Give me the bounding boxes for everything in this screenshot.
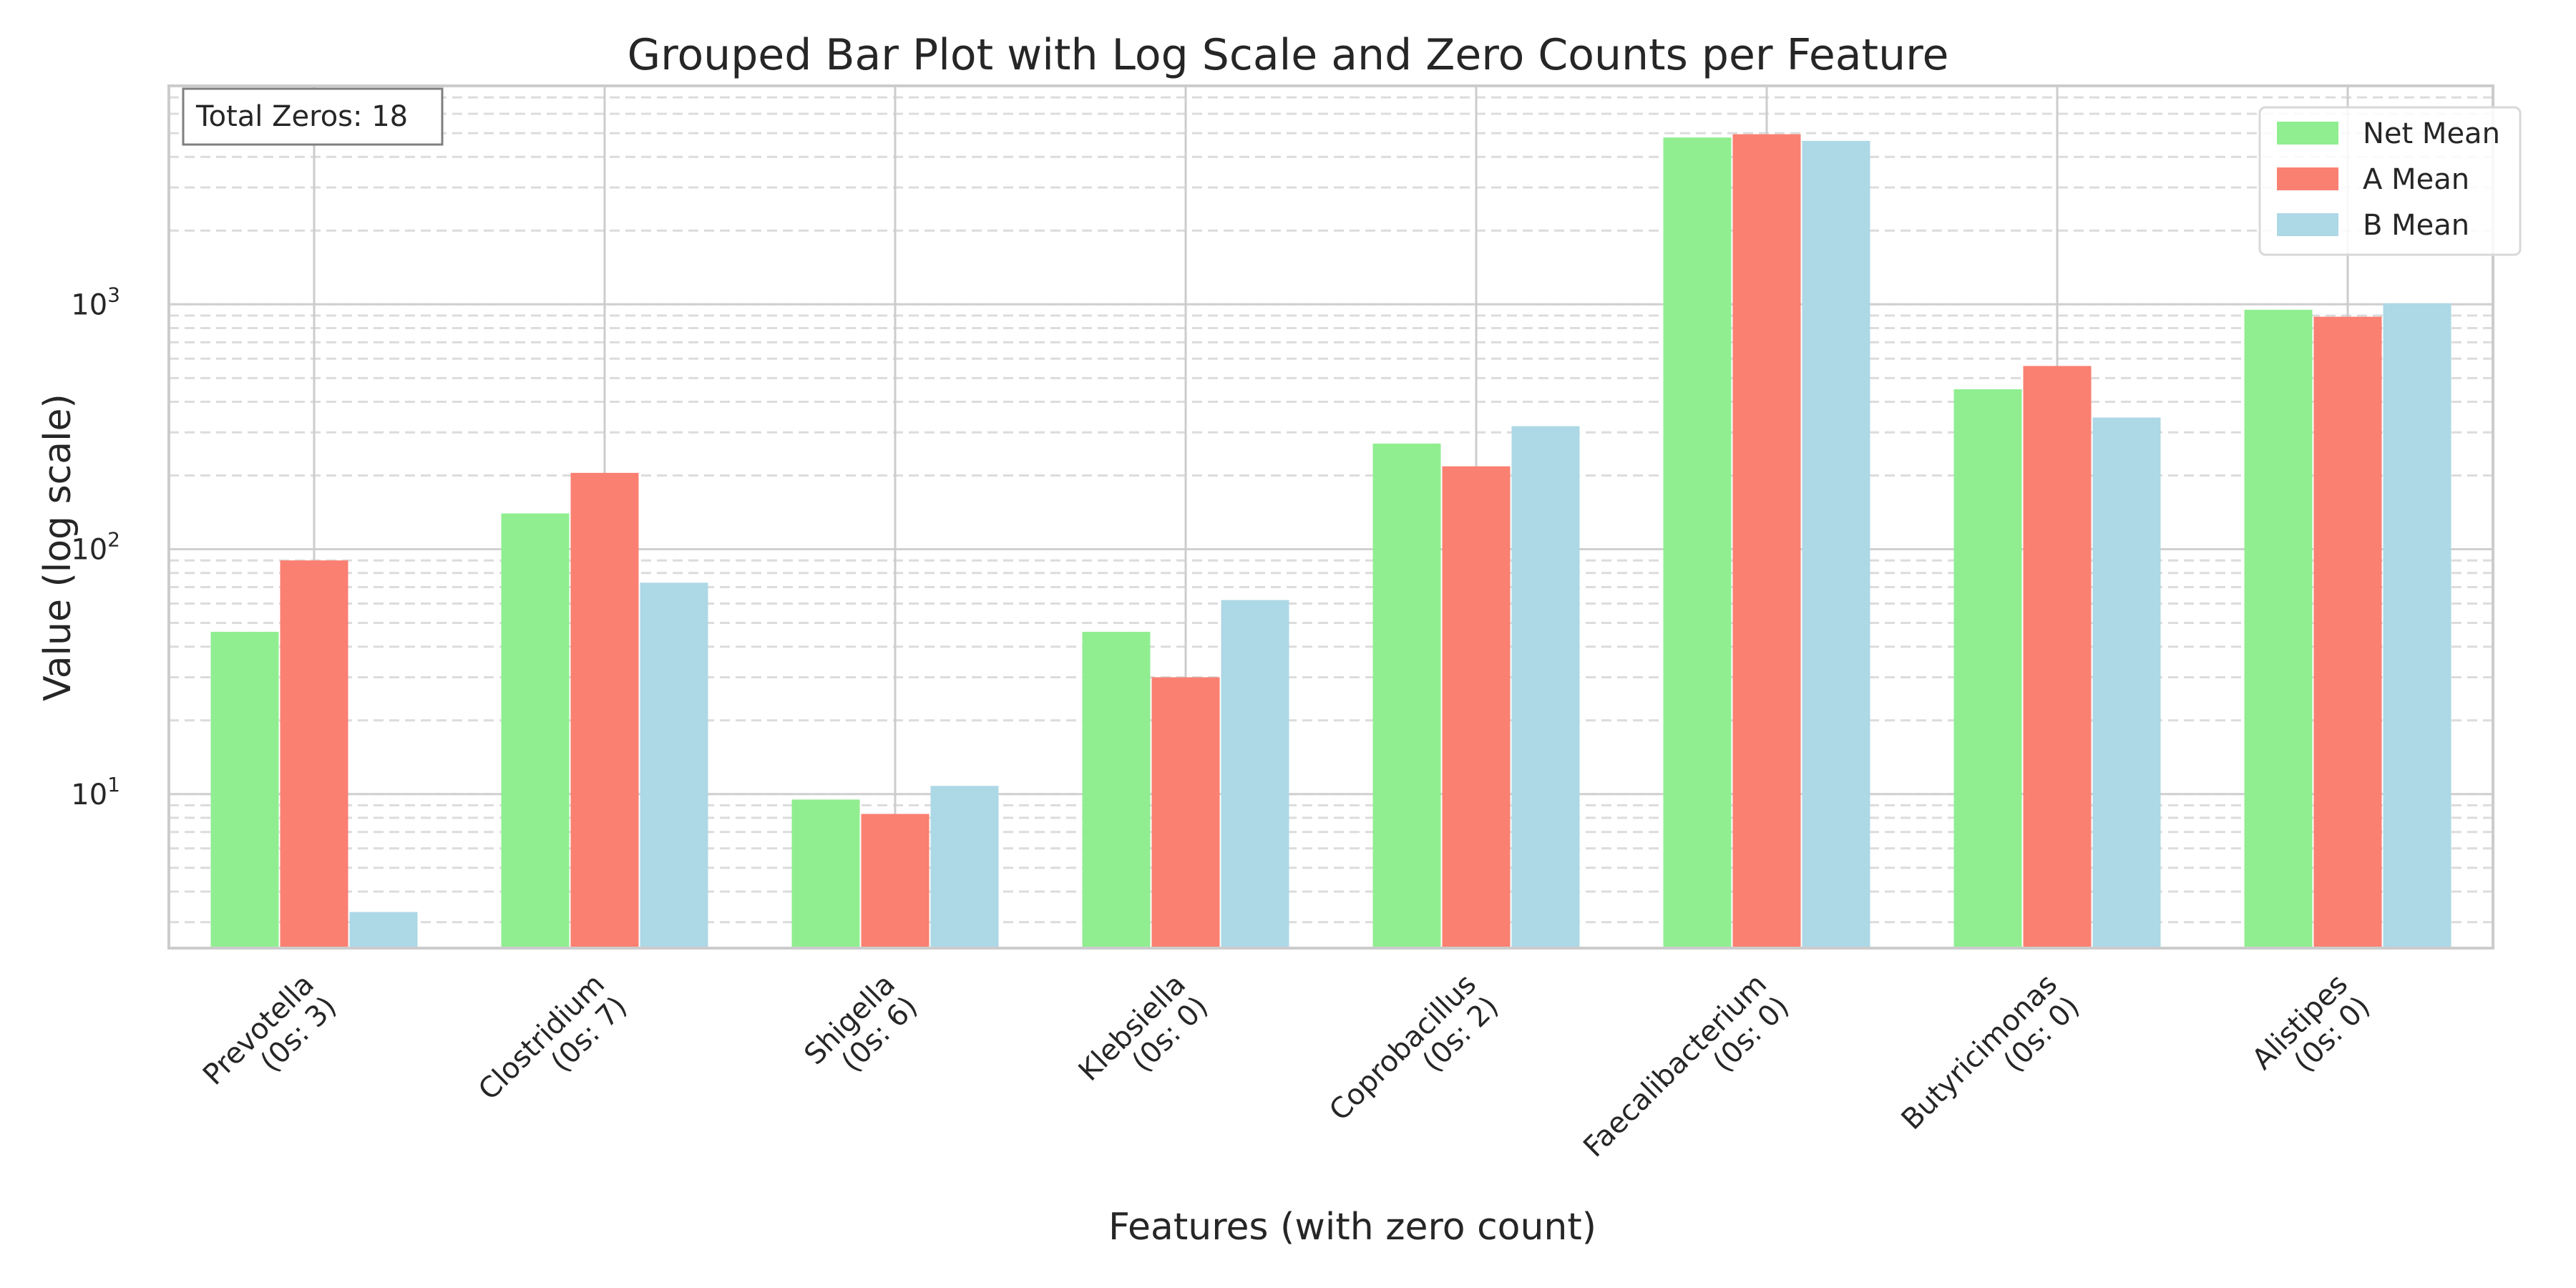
y-axis-label: Value (log scale) bbox=[36, 394, 79, 701]
plot-frame bbox=[167, 84, 2494, 950]
total-zeros-text: Total Zeros: 18 bbox=[195, 100, 408, 133]
y-tick-label: 102 bbox=[71, 528, 120, 567]
x-tick-label: Butyricimonas(0s: 0) bbox=[1896, 968, 2087, 1136]
x-tick-label: Faecalibacterium(0s: 0) bbox=[1577, 968, 1795, 1164]
bar-b-mean-alistipes bbox=[2383, 303, 2451, 948]
bar-net-mean-coprobacillus bbox=[1372, 443, 1441, 948]
x-axis-label: Features (with zero count) bbox=[1108, 1206, 1596, 1249]
bar-b-mean-klebsiella bbox=[1221, 600, 1289, 948]
legend-label: B Mean bbox=[2363, 209, 2469, 242]
bar-a-mean-clostridium bbox=[570, 472, 639, 948]
bar-net-mean-shigella bbox=[791, 799, 860, 948]
bar-a-mean-prevotella bbox=[280, 560, 348, 948]
y-tick-label: 101 bbox=[71, 773, 120, 811]
bar-a-mean-shigella bbox=[861, 814, 930, 948]
bar-b-mean-clostridium bbox=[640, 582, 708, 948]
plot-border bbox=[167, 84, 2494, 950]
total-zeros-annotation: Total Zeros: 18 bbox=[182, 87, 444, 146]
bar-net-mean-butyricimonas bbox=[1953, 389, 2022, 948]
x-tick-label: Alistipes(0s: 0) bbox=[2246, 968, 2376, 1079]
legend-label: Net Mean bbox=[2363, 117, 2500, 150]
bar-b-mean-faecalibacterium bbox=[1802, 140, 1870, 949]
bar-net-mean-klebsiella bbox=[1082, 631, 1151, 948]
legend-swatch bbox=[2277, 122, 2338, 145]
bar-net-mean-alistipes bbox=[2244, 309, 2313, 948]
x-tick-label: Prevotella(0s: 3) bbox=[197, 968, 343, 1092]
bar-net-mean-clostridium bbox=[501, 513, 570, 948]
legend-swatch bbox=[2277, 167, 2338, 190]
y-tick-label: 103 bbox=[71, 283, 120, 321]
bar-b-mean-coprobacillus bbox=[1511, 426, 1580, 948]
bar-a-mean-faecalibacterium bbox=[1732, 134, 1801, 948]
x-tick-label: Shigella(0s: 6) bbox=[798, 968, 924, 1079]
bar-b-mean-prevotella bbox=[349, 912, 418, 948]
x-tick-label: Klebsiella(0s: 0) bbox=[1073, 968, 1214, 1088]
legend-swatch bbox=[2277, 213, 2338, 236]
bar-b-mean-butyricimonas bbox=[2092, 417, 2161, 948]
bar-a-mean-coprobacillus bbox=[1442, 466, 1511, 948]
legend-label: A Mean bbox=[2363, 163, 2469, 196]
x-tick-name: Faecalibacterium bbox=[1577, 968, 1773, 1164]
x-tick-label: Coprobacillus(0s: 2) bbox=[1323, 968, 1505, 1128]
chart-title: Grouped Bar Plot with Log Scale and Zero… bbox=[628, 30, 1949, 80]
bars bbox=[210, 134, 2451, 949]
bar-a-mean-alistipes bbox=[2313, 316, 2382, 948]
bar-net-mean-prevotella bbox=[210, 631, 279, 948]
bar-a-mean-klebsiella bbox=[1151, 677, 1220, 948]
x-tick-label: Clostridium(0s: 7) bbox=[472, 968, 633, 1107]
bar-b-mean-shigella bbox=[930, 786, 999, 948]
legend: Net Mean A Mean B Mean bbox=[2258, 106, 2522, 256]
bar-a-mean-butyricimonas bbox=[2023, 366, 2092, 948]
bar-net-mean-faecalibacterium bbox=[1663, 137, 1732, 949]
